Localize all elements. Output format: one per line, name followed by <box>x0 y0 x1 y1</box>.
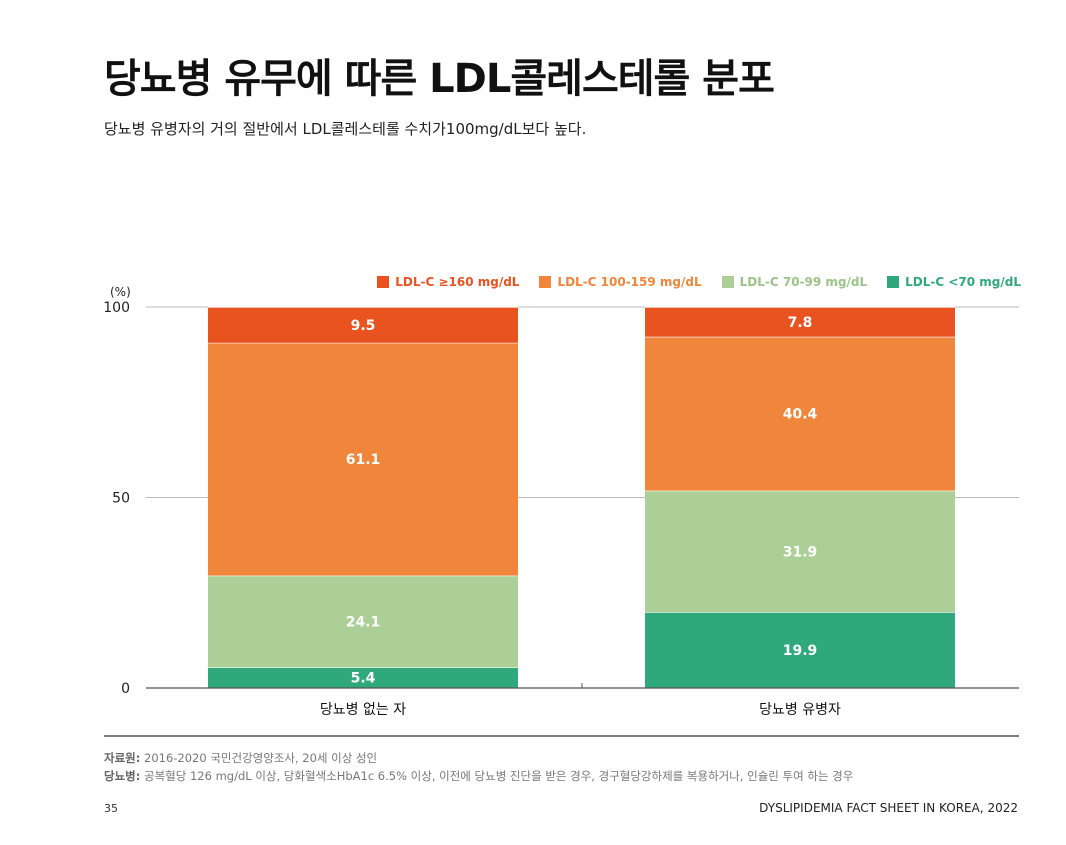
footer-doc-title: DYSLIPIDEMIA FACT SHEET IN KOREA, 2022 <box>759 801 1018 815</box>
legend-label: LDL-C 70-99 mg/dL <box>739 275 868 289</box>
bar-segment <box>208 667 518 688</box>
legend-item-ldl-70-99: LDL-C 70-99 mg/dL <box>721 275 868 289</box>
data-label: 61.1 <box>346 452 381 468</box>
bar-segment <box>208 307 518 343</box>
bar-segment <box>208 342 518 576</box>
source-note-2: 당뇨병: 공복혈당 126 mg/dL 이상, 당화혈색소HbA1c 6.5% … <box>104 768 853 784</box>
data-label: 7.8 <box>788 315 813 331</box>
bar-segment <box>645 307 955 337</box>
y-tick-label: 0 <box>121 681 130 697</box>
legend-label: LDL-C 100-159 mg/dL <box>557 275 702 289</box>
chart-legend: LDL-C ≥160 mg/dL LDL-C 100-159 mg/dL LDL… <box>377 275 1021 289</box>
data-label: 19.9 <box>783 643 818 659</box>
legend-item-ldl-160: LDL-C ≥160 mg/dL <box>377 275 519 289</box>
legend-label: LDL-C ≥160 mg/dL <box>395 275 520 289</box>
source-label: 자료원: <box>104 751 141 765</box>
legend-item-ldl-70: LDL-C <70 mg/dL <box>887 275 1021 289</box>
source-text: 2016-2020 국민건강영양조사, 20세 이상 성인 <box>140 751 378 765</box>
legend-label: LDL-C <70 mg/dL <box>905 275 1021 289</box>
legend-item-ldl-100-159: LDL-C 100-159 mg/dL <box>539 275 702 289</box>
bar-segment <box>645 612 955 688</box>
data-label: 5.4 <box>351 671 376 687</box>
y-tick-label: 100 <box>103 300 130 316</box>
page-title: 당뇨병 유무에 따른 LDL콜레스테롤 분포 <box>104 56 775 102</box>
x-category-label: 당뇨병 없는 자 <box>320 702 406 718</box>
legend-swatch <box>539 276 552 288</box>
legend-swatch <box>887 276 900 288</box>
bar-segment <box>645 336 955 491</box>
definition-label: 당뇨병: <box>104 769 141 783</box>
x-category-label: 당뇨병 유병자 <box>759 702 841 718</box>
y-unit-label: (%) <box>110 285 131 299</box>
data-label: 24.1 <box>346 615 381 631</box>
bar-segment <box>645 490 955 613</box>
source-note-1: 자료원: 2016-2020 국민건강영양조사, 20세 이상 성인 <box>104 750 377 766</box>
data-label: 40.4 <box>783 407 818 423</box>
page-subtitle: 당뇨병 유병자의 거의 절반에서 LDL콜레스테롤 수치가100mg/dL보다 … <box>104 120 587 138</box>
data-label: 31.9 <box>783 544 818 560</box>
bar-segment <box>208 575 518 668</box>
definition-text: 공복혈당 126 mg/dL 이상, 당화혈색소HbA1c 6.5% 이상, 이… <box>140 769 854 783</box>
legend-swatch <box>721 276 734 288</box>
data-label: 9.5 <box>351 318 376 334</box>
page-number: 35 <box>104 802 118 815</box>
y-tick-label: 50 <box>112 491 130 507</box>
legend-swatch <box>377 276 390 288</box>
